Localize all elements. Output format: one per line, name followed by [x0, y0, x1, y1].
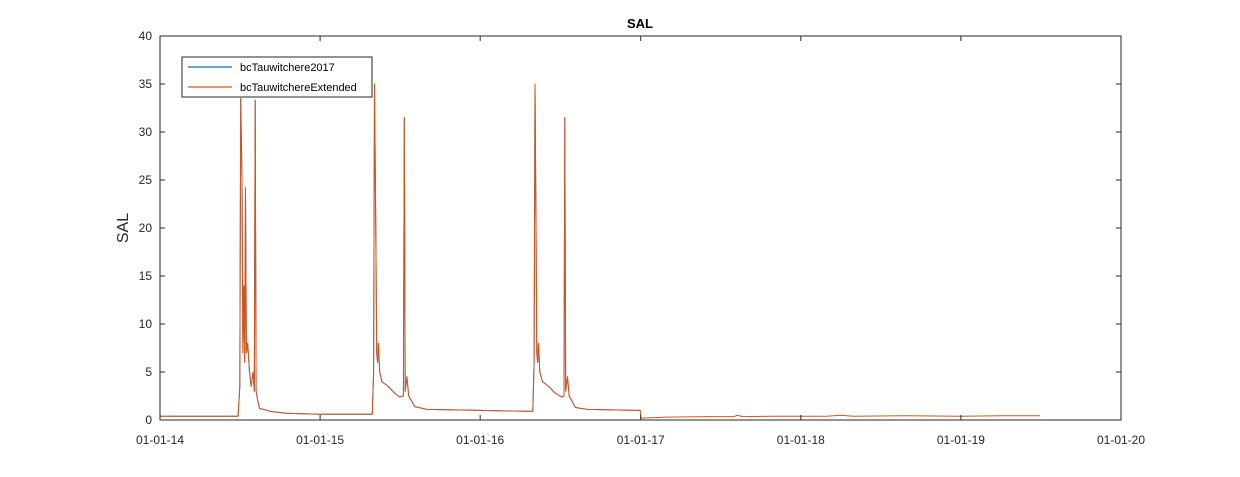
x-tick-label: 01-01-19	[937, 433, 985, 447]
x-tick-label: 01-01-17	[617, 433, 665, 447]
y-tick-label: 20	[139, 221, 153, 235]
y-tick-label: 0	[145, 413, 152, 427]
plot-background	[160, 36, 1121, 420]
legend-box	[181, 56, 373, 98]
y-tick-label: 15	[139, 269, 153, 283]
x-tick-label: 01-01-14	[136, 433, 184, 447]
y-tick-label: 35	[139, 77, 153, 91]
chart-title: SAL	[627, 16, 653, 31]
y-tick-label: 5	[145, 365, 152, 379]
legend-label-bcTauwitchere2017: bcTauwitchere2017	[240, 62, 335, 74]
x-tick-label: 01-01-16	[456, 433, 504, 447]
x-tick-label: 01-01-15	[296, 433, 344, 447]
legend: bcTauwitchere2017 bcTauwitchereExtended	[181, 56, 373, 98]
legend-label-bcTauwitchereExtended: bcTauwitchereExtended	[240, 82, 357, 94]
series-layer	[160, 83, 1040, 419]
y-axis-label: SAL	[115, 213, 132, 243]
tick-layer: 01-01-14 01-01-15 01-01-16 01-01-17 01-01-18…	[136, 29, 1145, 447]
x-tick-label: 01-01-18	[777, 433, 825, 447]
y-tick-label: 25	[139, 173, 153, 187]
plot-frame	[159, 35, 1122, 421]
x-tick-label: 01-01-20	[1097, 433, 1145, 447]
y-tick-label: 10	[139, 317, 153, 331]
series-line-bcTauwitchereExtended	[160, 83, 1040, 419]
y-tick-label: 30	[139, 125, 153, 139]
y-tick-label: 40	[139, 29, 153, 43]
